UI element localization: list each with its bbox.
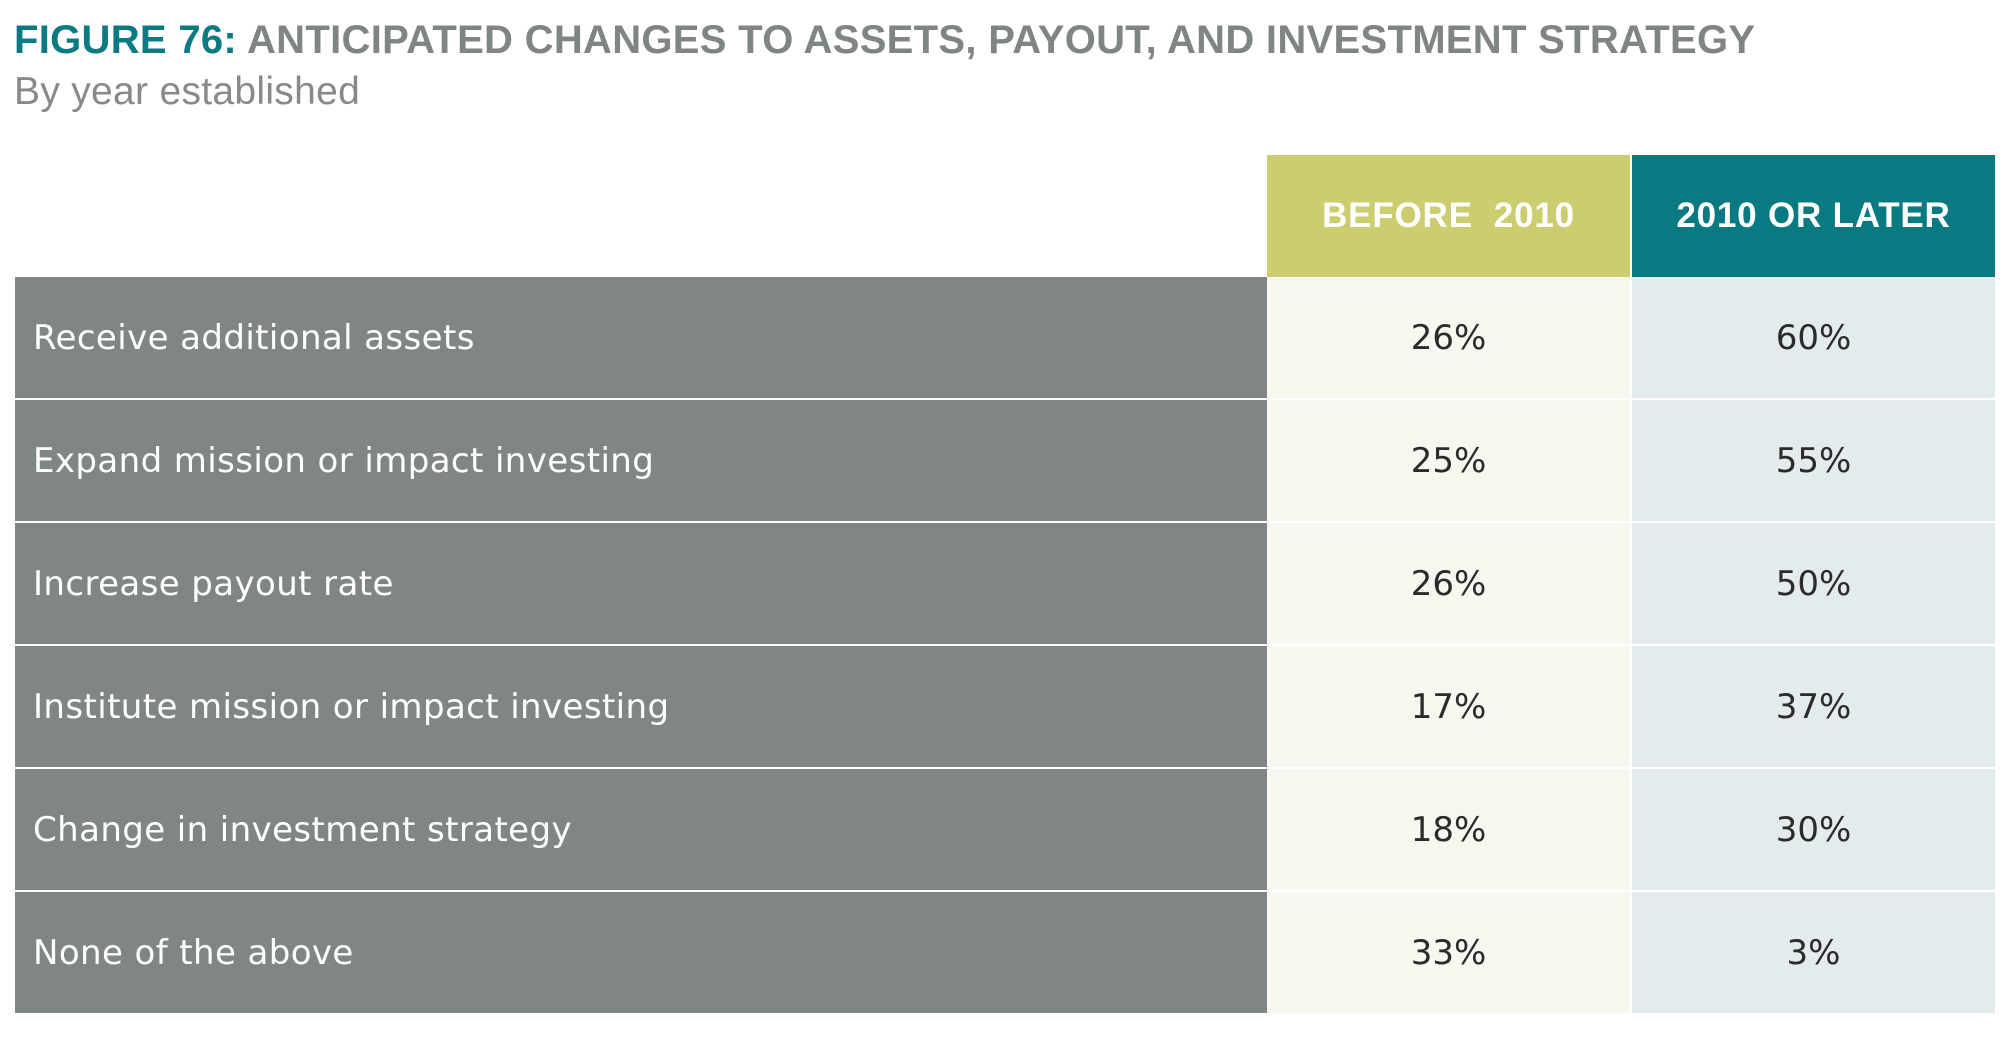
cell-before-2010: 18% <box>1267 768 1632 892</box>
cell-2010-or-later: 37% <box>1631 645 1995 769</box>
header-corner <box>15 155 1267 277</box>
row-label: None of the above <box>15 891 1267 1013</box>
row-label: Receive additional assets <box>15 277 1267 400</box>
table-row: Receive additional assets 26% 60% <box>15 277 1995 400</box>
column-header-before-2010: BEFORE 2010 <box>1267 155 1632 277</box>
header-row: BEFORE 2010 2010 OR LATER <box>15 155 1995 277</box>
cell-before-2010: 25% <box>1267 399 1632 523</box>
row-label: Change in investment strategy <box>15 768 1267 892</box>
row-label: Increase payout rate <box>15 522 1267 646</box>
cell-2010-or-later: 3% <box>1631 891 1995 1013</box>
figure-title: FIGURE 76: ANTICIPATED CHANGES TO ASSETS… <box>14 18 1755 63</box>
table-row: Change in investment strategy 18% 30% <box>15 768 1995 892</box>
table-row: Expand mission or impact investing 25% 5… <box>15 399 1995 523</box>
cell-before-2010: 33% <box>1267 891 1632 1013</box>
cell-2010-or-later: 30% <box>1631 768 1995 892</box>
figure-number: FIGURE 76: <box>14 18 238 62</box>
table-row: None of the above 33% 3% <box>15 891 1995 1013</box>
cell-2010-or-later: 55% <box>1631 399 1995 523</box>
row-label: Expand mission or impact investing <box>15 399 1267 523</box>
table-row: Institute mission or impact investing 17… <box>15 645 1995 769</box>
column-header-2010-or-later: 2010 OR LATER <box>1631 155 1995 277</box>
figure-title-text: ANTICIPATED CHANGES TO ASSETS, PAYOUT, A… <box>246 18 1756 62</box>
data-table: BEFORE 2010 2010 OR LATER Receive additi… <box>15 155 1995 1013</box>
row-label: Institute mission or impact investing <box>15 645 1267 769</box>
figure-subtitle: By year established <box>14 70 361 113</box>
cell-before-2010: 26% <box>1267 277 1632 400</box>
cell-before-2010: 17% <box>1267 645 1632 769</box>
cell-before-2010: 26% <box>1267 522 1632 646</box>
cell-2010-or-later: 50% <box>1631 522 1995 646</box>
cell-2010-or-later: 60% <box>1631 277 1995 400</box>
table-row: Increase payout rate 26% 50% <box>15 522 1995 646</box>
